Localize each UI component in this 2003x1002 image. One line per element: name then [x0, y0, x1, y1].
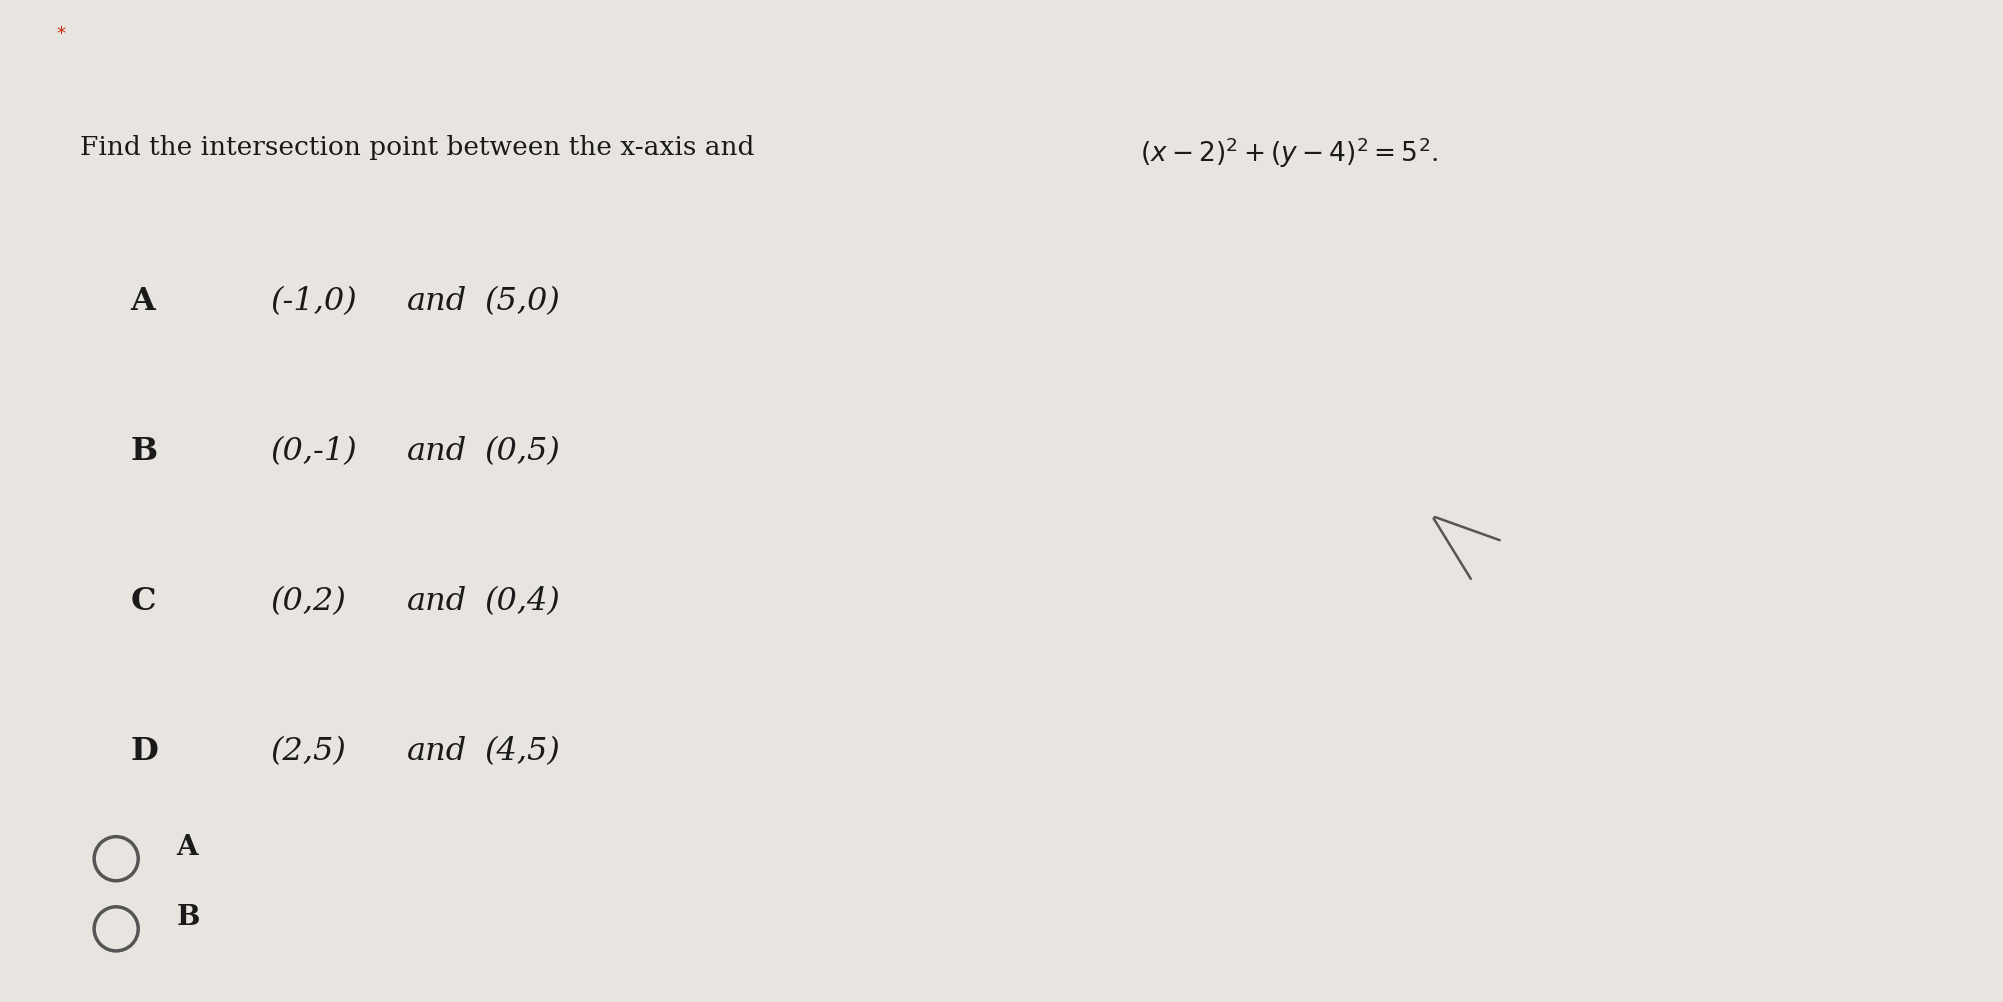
Text: B: B: [176, 904, 200, 931]
Text: *: *: [56, 25, 64, 43]
Text: A: A: [176, 834, 198, 861]
Text: and: and: [407, 286, 467, 317]
Text: (5,0): (5,0): [485, 286, 561, 317]
Text: (4,5): (4,5): [485, 736, 561, 768]
Text: and: and: [407, 736, 467, 768]
Text: and: and: [407, 436, 467, 467]
Text: $(x-2)^2 +(y-4)^2 = 5^2$.: $(x-2)^2 +(y-4)^2 = 5^2$.: [1140, 135, 1438, 169]
Text: (0,2): (0,2): [270, 586, 347, 617]
Text: D: D: [130, 736, 158, 768]
Text: A: A: [130, 286, 154, 317]
Text: (-1,0): (-1,0): [270, 286, 357, 317]
Text: B: B: [130, 436, 158, 467]
Text: (0,-1): (0,-1): [270, 436, 357, 467]
Text: C: C: [130, 586, 156, 617]
Text: Find the intersection point between the x-axis and: Find the intersection point between the …: [80, 135, 763, 160]
Text: (0,4): (0,4): [485, 586, 561, 617]
Text: (2,5): (2,5): [270, 736, 347, 768]
Text: (0,5): (0,5): [485, 436, 561, 467]
Text: and: and: [407, 586, 467, 617]
